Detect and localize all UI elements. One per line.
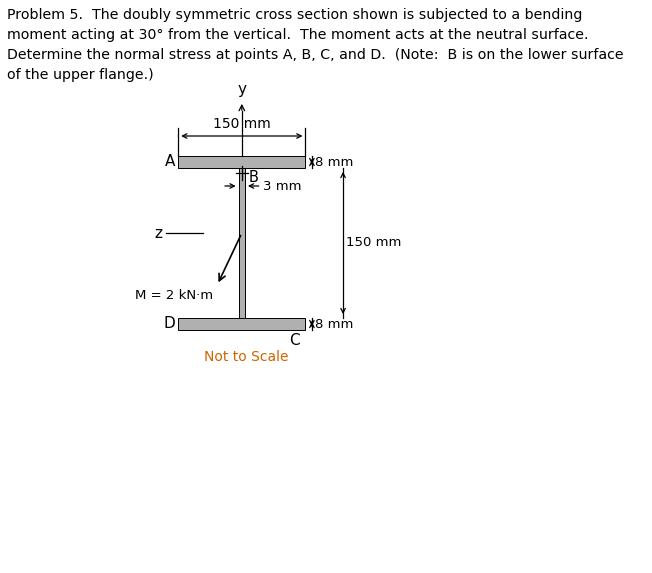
Bar — [239, 168, 245, 318]
Text: A: A — [165, 155, 175, 170]
Text: C: C — [289, 333, 299, 348]
Text: z: z — [154, 226, 162, 241]
Text: 8 mm: 8 mm — [315, 317, 353, 331]
Text: 150 mm: 150 mm — [213, 117, 271, 131]
Text: y: y — [237, 82, 246, 97]
Bar — [178, 318, 305, 330]
Text: B: B — [248, 170, 258, 185]
Text: Not to Scale: Not to Scale — [203, 350, 288, 364]
Text: 8 mm: 8 mm — [315, 155, 353, 168]
Bar — [178, 156, 305, 168]
Text: 3 mm: 3 mm — [263, 179, 302, 193]
Text: Problem 5.  The doubly symmetric cross section shown is subjected to a bending
m: Problem 5. The doubly symmetric cross se… — [7, 8, 623, 82]
Text: D: D — [163, 316, 175, 332]
Text: 150 mm: 150 mm — [346, 237, 402, 249]
Text: M = 2 kN·m: M = 2 kN·m — [135, 289, 213, 302]
